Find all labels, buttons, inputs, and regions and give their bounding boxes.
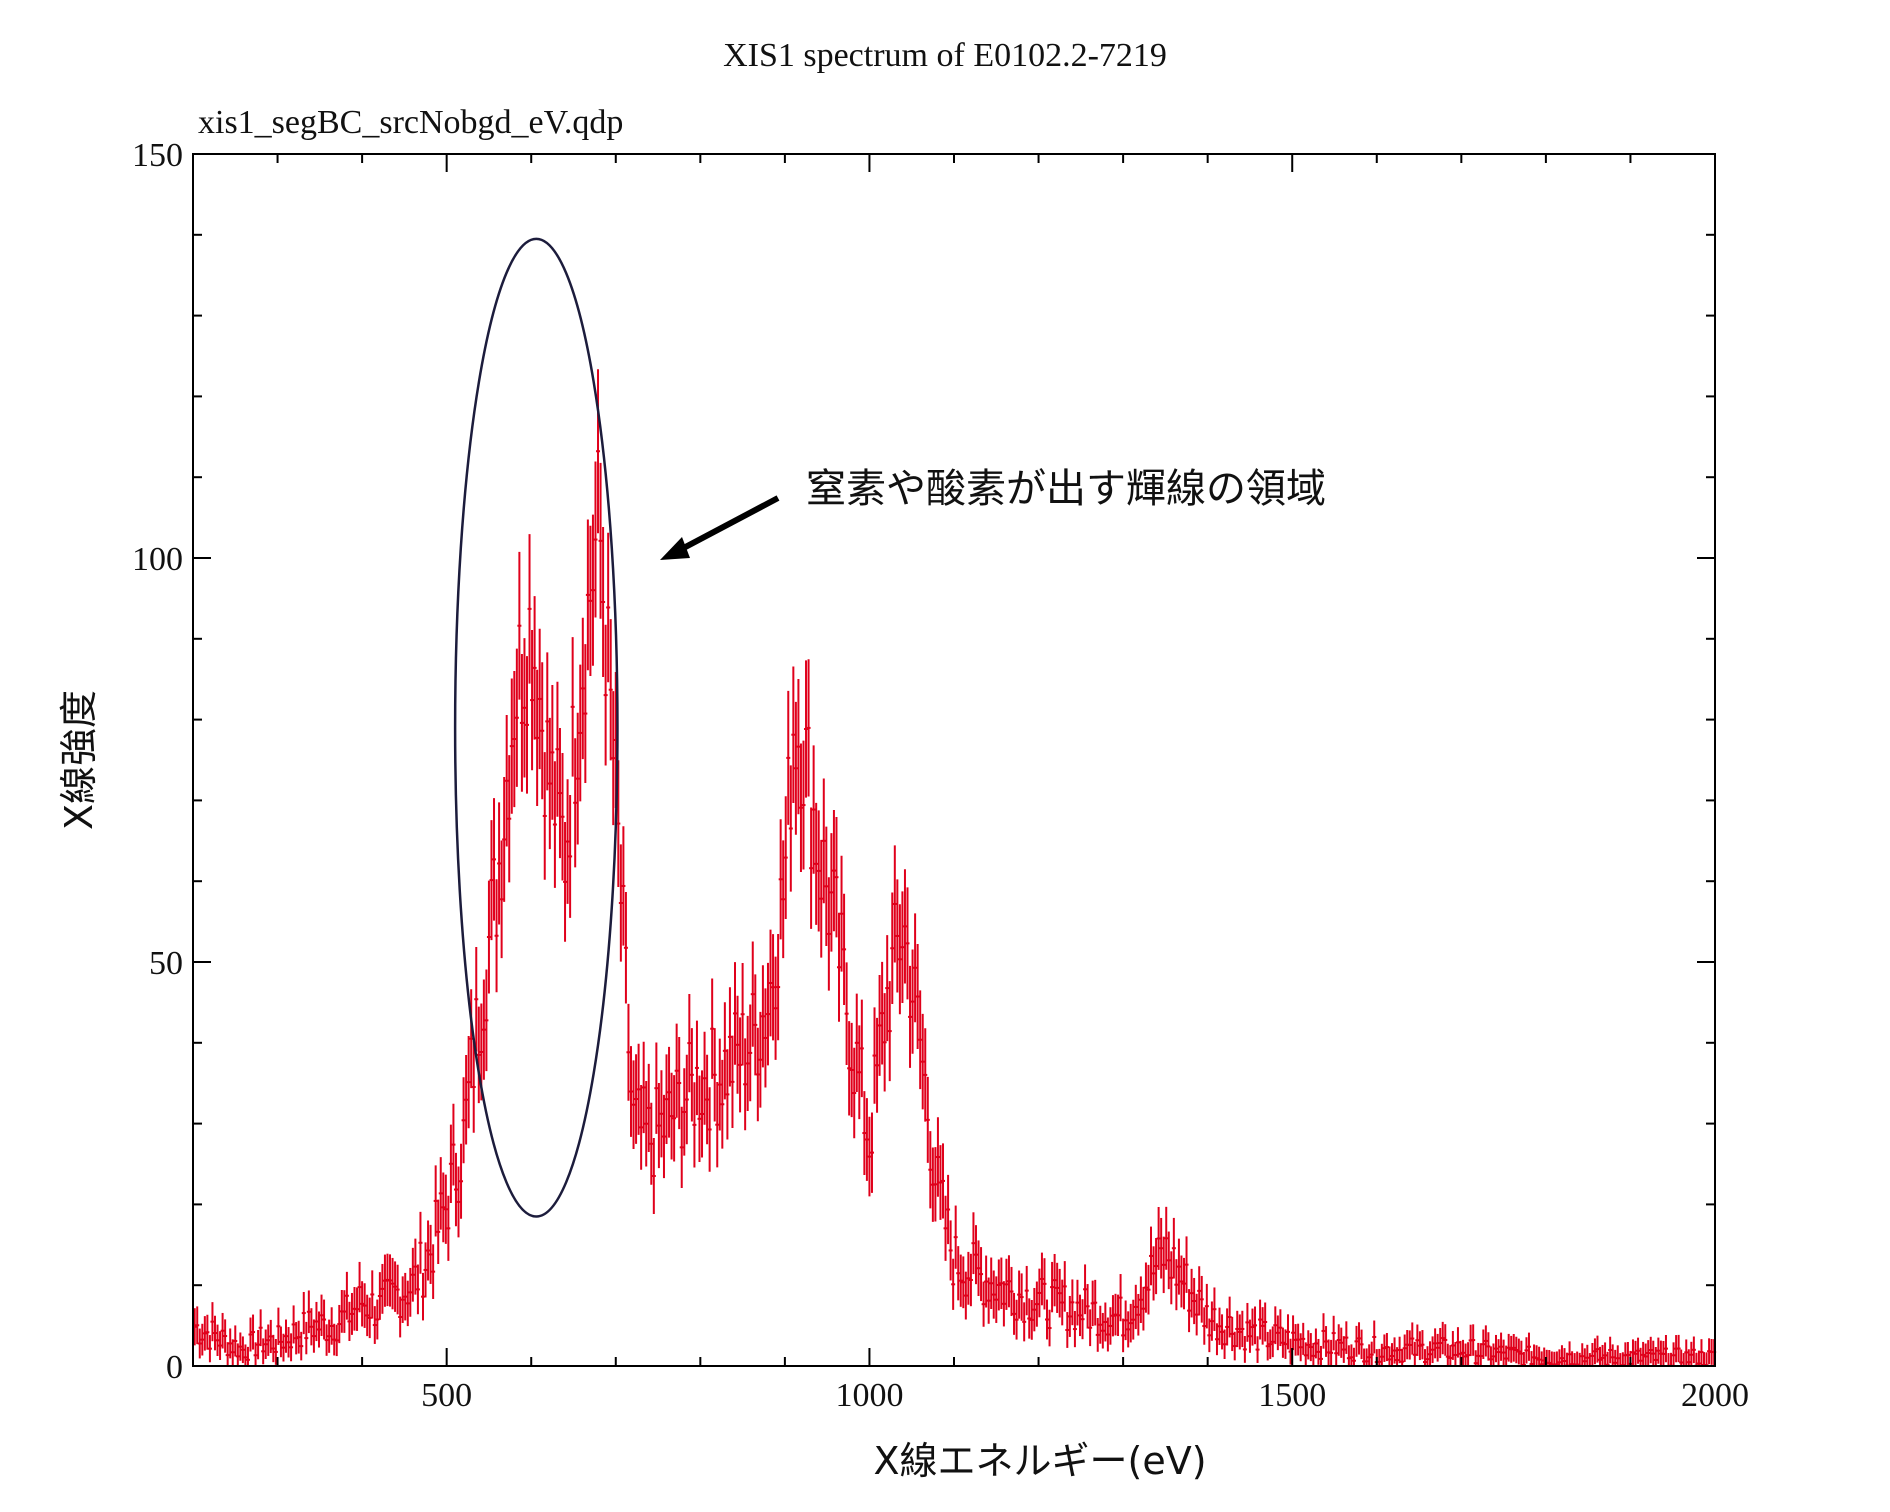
chart-title: XIS1 spectrum of E0102.2-7219 (723, 37, 1167, 74)
x-tick-label: 500 (421, 1377, 472, 1414)
y-tick-label: 0 (166, 1349, 183, 1386)
emission-region-ellipse (453, 237, 619, 1218)
x-axis-label: X線エネルギー(eV) (873, 1439, 1206, 1483)
x-tick-label: 1000 (835, 1377, 903, 1414)
annotation-text: 窒素や酸素が出す輝線の領域 (806, 466, 1326, 512)
y-axis-label: X線強度 (57, 690, 101, 830)
y-tick-label: 50 (149, 945, 183, 982)
x-tick-label: 1500 (1258, 1377, 1326, 1414)
annotation-layer: 窒素や酸素が出す輝線の領域 (453, 237, 1326, 1218)
chart-subtitle: xis1_segBC_srcNobgd_eV.qdp (198, 104, 623, 141)
y-tick-label: 100 (132, 541, 183, 578)
data-points-layer (192, 369, 1717, 1367)
x-tick-label: 2000 (1681, 1377, 1749, 1414)
axis-ticks: 500 1000 1500 2000 0 50 100 150 (132, 137, 1749, 1414)
annotation-arrow (674, 495, 780, 555)
plot-frame (192, 153, 1716, 1367)
arrowhead-icon (660, 537, 690, 560)
y-tick-label: 150 (132, 137, 183, 174)
